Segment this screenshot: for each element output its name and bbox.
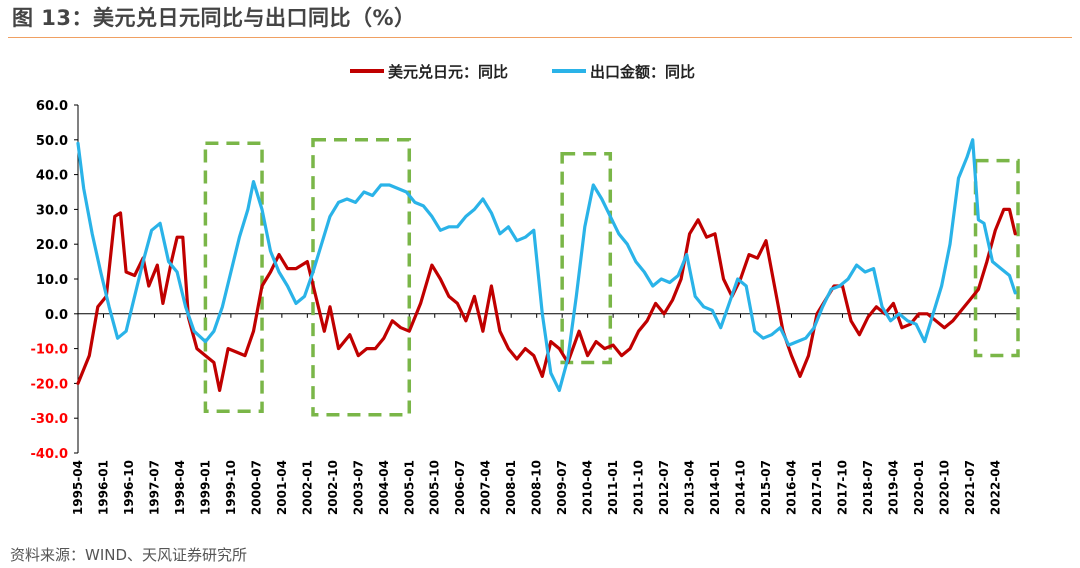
x-tick-label: 2021-07 [963,460,977,515]
y-tick-label: -30.0 [31,412,68,427]
y-tick-label: -20.0 [31,377,68,392]
x-tick-label: 2004-04 [377,460,391,515]
x-tick-label: 2011-01 [606,460,620,515]
x-tick-label: 2016-04 [784,460,798,515]
series-line-exports [76,138,1017,392]
x-tick-label: 2002-01 [300,460,314,515]
x-tick-label: 1996-01 [96,460,110,515]
x-tick-label: 2002-10 [326,460,340,515]
x-tick-label: 2019-04 [886,460,900,515]
title-divider [8,37,1072,38]
y-tick-label: 0.0 [45,308,68,323]
x-tick-label: 2012-07 [657,460,671,515]
source-note: 资料来源：WIND、天风证券研究所 [10,546,248,564]
x-axis: 1995-04 1996-01 1996-10 1997-07 1998-04 1999-… [71,313,1018,515]
series-line-usdjpy [76,207,1017,392]
x-tick-label: 2005-10 [428,460,442,515]
x-tick-label: 2013-04 [683,460,697,515]
y-tick-label: 30.0 [36,203,68,218]
x-tick-label: 2014-10 [734,460,748,515]
legend-label-exports: 出口金额：同比 [590,63,695,81]
x-tick-label: 1997-07 [147,460,161,515]
x-tick-label: 2022-04 [988,460,1002,515]
x-tick-label: 1999-01 [198,460,212,515]
x-tick-label: 2000-07 [249,460,263,515]
x-tick-label: 1996-10 [122,460,136,515]
y-tick-label: 10.0 [36,273,68,288]
x-tick-label: 2018-07 [861,460,875,515]
x-tick-label: 2005-01 [402,460,416,515]
x-tick-label: 1995-04 [71,460,85,515]
x-tick-label: 2020-01 [912,460,926,515]
x-tick-label: 2009-07 [555,460,569,515]
x-tick-label: 2017-10 [835,460,849,515]
x-tick-label: 2011-10 [632,460,646,515]
y-tick-label: 60.0 [36,99,68,114]
y-tick-label: 50.0 [36,134,68,149]
highlight-box [973,158,1020,358]
x-tick-label: 2008-01 [504,460,518,515]
highlight-box [203,141,264,413]
x-tick-label: 2006-07 [453,460,467,515]
y-axis: 60.0 50.0 40.0 30.0 20.0 10.0 0.0 -10.0 -20.0 -30… [31,99,79,462]
y-tick-label: 40.0 [36,169,68,184]
x-tick-label: 2015-07 [759,460,773,515]
x-tick-label: 2014-01 [708,460,722,515]
x-tick-label: 2003-07 [351,460,365,515]
series-lines [76,138,1017,392]
x-tick-label: 2010-04 [581,460,595,515]
x-tick-label: 2020-10 [937,460,951,515]
x-tick-label: 2007-04 [479,460,493,515]
y-tick-label: -10.0 [31,343,68,358]
legend-label-usdjpy: 美元兑日元：同比 [388,63,508,81]
legend: 美元兑日元：同比 出口金额：同比 [350,63,695,81]
highlight-boxes [203,138,1020,417]
x-tick-label: 2008-10 [530,460,544,515]
y-tick-label: 20.0 [36,238,68,253]
y-tick-label: -40.0 [31,447,68,462]
x-tick-label: 2001-04 [275,460,289,515]
highlight-box [311,138,412,417]
x-tick-label: 1999-10 [224,460,238,515]
x-tick-label: 2017-01 [810,460,824,515]
highlight-box [560,151,613,365]
figure-title: 图 13：美元兑日元同比与出口同比（%） [12,6,416,30]
x-tick-label: 1998-04 [173,460,187,515]
